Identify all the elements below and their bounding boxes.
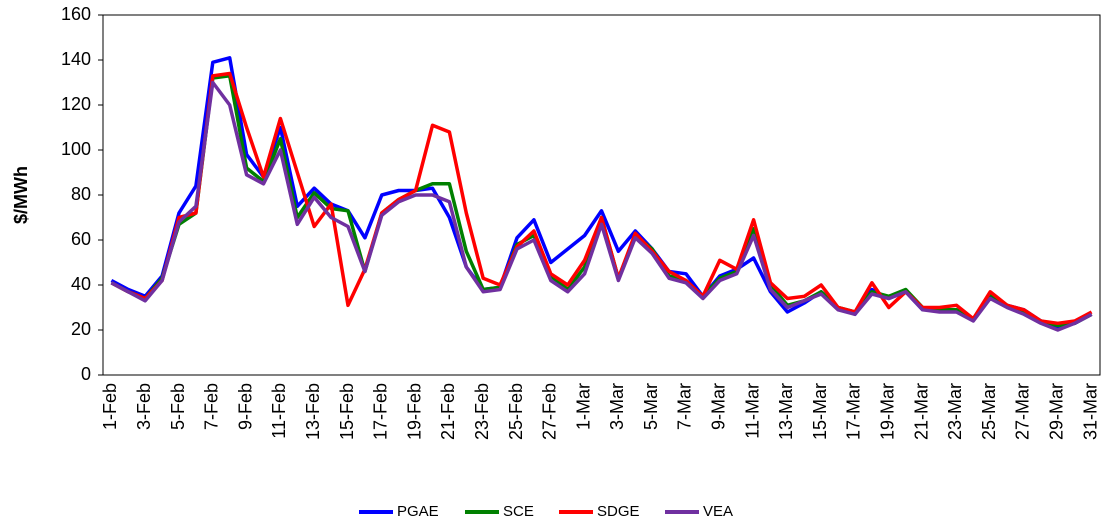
x-tick-label: 11-Mar	[742, 383, 762, 439]
x-tick-label: 11-Feb	[269, 383, 289, 439]
x-tick-label: 9-Feb	[235, 383, 255, 430]
x-tick-label: 17-Mar	[844, 383, 864, 440]
x-tick-label: 5-Mar	[641, 383, 661, 430]
y-tick-label: 140	[61, 49, 91, 69]
legend-label: SCE	[503, 503, 534, 520]
x-tick-label: 1-Feb	[100, 383, 120, 430]
y-tick-label: 80	[71, 184, 91, 204]
x-tick-label: 23-Feb	[472, 383, 492, 440]
legend-label: VEA	[703, 503, 733, 520]
x-tick-label: 9-Mar	[709, 383, 729, 430]
x-tick-label: 27-Mar	[1013, 383, 1033, 440]
x-tick-label: 25-Feb	[506, 383, 526, 440]
x-tick-label: 27-Feb	[540, 383, 560, 440]
x-tick-label: 17-Feb	[371, 383, 391, 440]
x-tick-label: 25-Mar	[979, 383, 999, 440]
y-tick-label: 160	[61, 4, 91, 24]
x-tick-label: 13-Feb	[303, 383, 323, 440]
x-tick-label: 5-Feb	[168, 383, 188, 430]
x-tick-label: 21-Mar	[911, 383, 931, 440]
x-tick-label: 7-Mar	[675, 383, 695, 430]
x-tick-label: 1-Mar	[573, 383, 593, 430]
x-tick-label: 15-Mar	[810, 383, 830, 440]
line-series	[110, 80, 1093, 332]
x-tick-label: 19-Feb	[404, 383, 424, 440]
x-tick-label: 29-Mar	[1047, 383, 1067, 440]
x-tick-label: 7-Feb	[202, 383, 222, 430]
legend-label: SDGE	[597, 503, 640, 520]
x-tick-label: 23-Mar	[945, 383, 965, 440]
y-tick-label: 0	[81, 364, 91, 384]
plot-area	[102, 14, 1101, 376]
y-tick-label: 20	[71, 319, 91, 339]
y-tick-label: 120	[61, 94, 91, 114]
line-series	[110, 71, 1093, 326]
x-tick-label: 21-Feb	[438, 383, 458, 440]
legend-label: PGAE	[397, 503, 439, 520]
x-tick-label: 31-Mar	[1080, 383, 1100, 440]
x-tick-label: 19-Mar	[878, 383, 898, 440]
y-tick-label: 60	[71, 229, 91, 249]
line-series	[110, 56, 1093, 330]
x-tick-label: 13-Mar	[776, 383, 796, 440]
x-tick-label: 3-Feb	[134, 383, 154, 430]
y-tick-label: 100	[61, 139, 91, 159]
y-tick-label: 40	[71, 274, 91, 294]
x-tick-label: 3-Mar	[607, 383, 627, 430]
y-axis-label: $/MWh	[11, 166, 31, 224]
x-tick-label: 15-Feb	[337, 383, 357, 440]
line-series	[110, 74, 1093, 328]
